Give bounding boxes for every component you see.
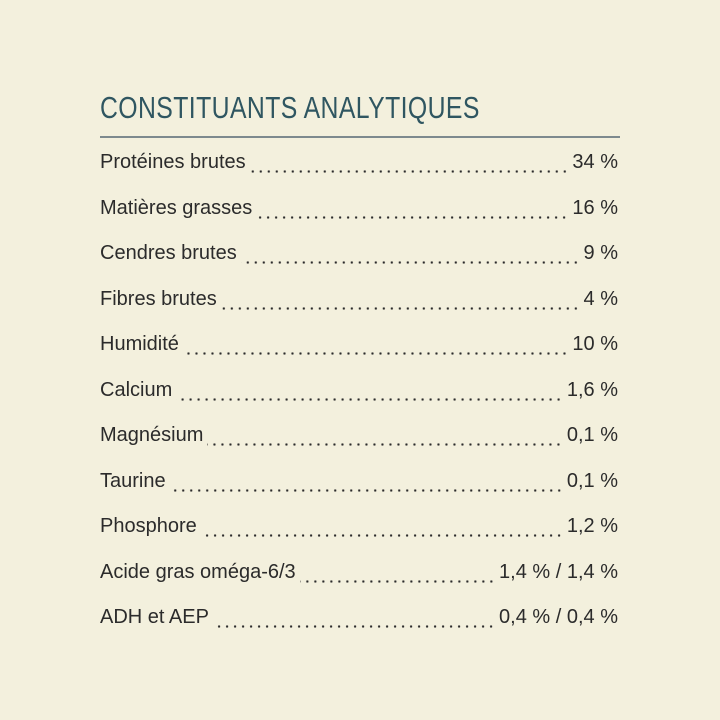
table-row: Phosphore 1,2 %	[100, 508, 618, 554]
table-row: Cendres brutes 9 %	[100, 235, 618, 281]
row-label: Matières grasses	[100, 196, 253, 219]
row-label: Phosphore	[100, 515, 197, 537]
row-value: 10 %	[572, 333, 618, 355]
dot-leader	[182, 352, 569, 356]
table-row: Matières grasses 16 %	[100, 190, 618, 236]
dot-leader	[240, 261, 580, 265]
dot-leader	[207, 443, 563, 447]
dot-leader	[200, 534, 563, 538]
row-value: 34 %	[572, 151, 618, 173]
table-row: Taurine 0,1 %	[100, 463, 618, 509]
dot-leader	[169, 488, 563, 492]
dot-leader	[249, 170, 569, 174]
table-row: Humidité 10 %	[100, 326, 618, 372]
row-value: 0,1 %	[566, 469, 618, 492]
table-row: Protéines brutes 34 %	[100, 144, 618, 190]
row-value: 1,2 %	[566, 515, 618, 537]
row-label: Acide gras oméga-6/3	[100, 560, 296, 583]
row-value: 0,1 %	[566, 424, 618, 446]
row-value: 0,4 % / 0,4 %	[499, 606, 618, 628]
dot-leader	[256, 215, 569, 219]
row-label: Fibres brutes	[100, 287, 217, 310]
row-value: 1,6 %	[566, 378, 618, 401]
row-label: Taurine	[100, 469, 166, 492]
dot-leader	[176, 397, 563, 401]
table-row: Fibres brutes 4 %	[100, 281, 618, 327]
table-row: Calcium 1,6 %	[100, 372, 618, 418]
table-row: ADH et AEP 0,4 % / 0,4 %	[100, 599, 618, 645]
table: Protéines brutes 34 % Matières grasses 16 %…	[100, 144, 618, 645]
title: CONSTITUANTS ANALYTIQUES	[100, 90, 480, 125]
dot-leader	[220, 306, 580, 310]
row-label: Humidité	[100, 333, 179, 355]
row-label: Cendres brutes	[100, 242, 237, 264]
row-value: 4 %	[583, 287, 618, 310]
table-row: Acide gras oméga-6/3 1,4 % / 1,4 %	[100, 554, 618, 600]
dot-leader	[212, 625, 496, 629]
row-label: Magnésium	[100, 424, 204, 446]
row-label: Protéines brutes	[100, 151, 246, 173]
title-rule	[100, 136, 620, 138]
table-row: Magnésium 0,1 %	[100, 417, 618, 463]
row-value: 9 %	[583, 242, 618, 264]
row-label: Calcium	[100, 378, 173, 401]
dot-leader	[299, 579, 496, 583]
row-value: 16 %	[572, 196, 618, 219]
row-label: ADH et AEP	[100, 606, 209, 628]
row-value: 1,4 % / 1,4 %	[499, 560, 618, 583]
